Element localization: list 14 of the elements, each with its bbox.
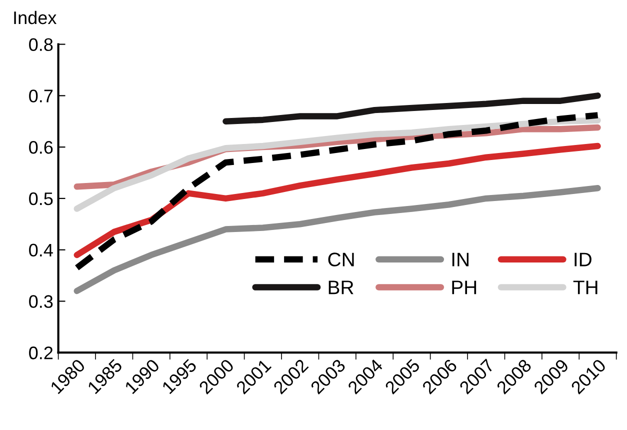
y-tick-label: 0.5 [29, 192, 53, 206]
legend-label: PH [452, 280, 476, 294]
y-tick-label: 0.4 [29, 244, 53, 257]
y-tick-label: 0.3 [29, 295, 53, 308]
legend-label: CN [328, 252, 354, 266]
y-tick-label: 0.6 [29, 140, 53, 154]
legend-label: TH [573, 280, 598, 294]
legend-label: ID [574, 252, 592, 266]
y-axis-title: Index [14, 10, 57, 24]
y-tick-label: 0.8 [29, 38, 53, 52]
legend-label: BR [328, 280, 354, 294]
y-tick-label: 0.7 [29, 90, 53, 102]
y-tick-label: 0.2 [29, 346, 53, 360]
legend-label: IN [452, 252, 468, 266]
